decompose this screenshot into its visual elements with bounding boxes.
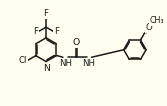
Text: F: F <box>44 9 49 18</box>
Text: F: F <box>54 27 59 36</box>
Text: CH₃: CH₃ <box>149 16 164 25</box>
Text: Cl: Cl <box>19 56 27 65</box>
Text: NH: NH <box>82 59 96 68</box>
Text: N: N <box>43 64 49 73</box>
Text: O: O <box>145 23 152 32</box>
Text: F: F <box>33 27 38 36</box>
Text: NH: NH <box>59 59 72 68</box>
Text: O: O <box>73 38 80 47</box>
